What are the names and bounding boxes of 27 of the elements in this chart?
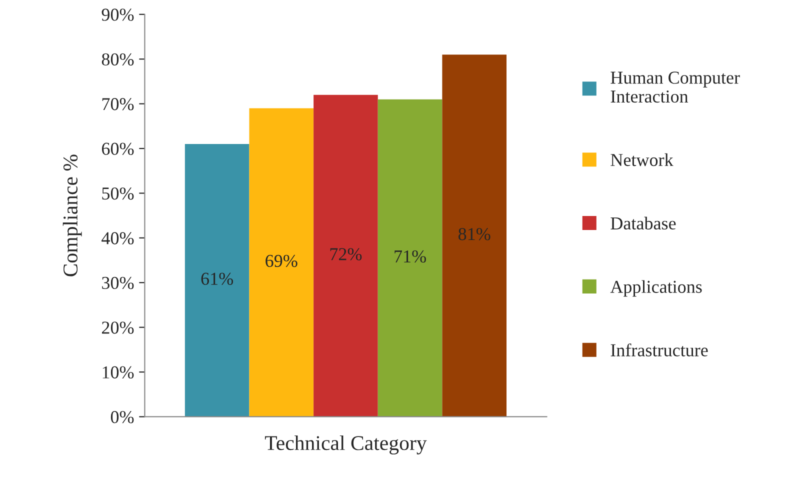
legend-label: Human Computer Interaction [610, 72, 740, 103]
data-label: 72% [330, 248, 362, 260]
bar [442, 54, 507, 417]
y-tick-label: 60% [102, 142, 134, 155]
y-tick-label: 20% [102, 322, 134, 334]
bar [314, 94, 378, 417]
y-tick-label: 90% [102, 8, 134, 21]
y-tick-label: 40% [102, 232, 134, 244]
legend-label: Infrastructure [610, 343, 708, 356]
data-label: 81% [458, 228, 490, 240]
legend-label: Applications [610, 280, 702, 297]
y-tick-label: 50% [102, 187, 134, 200]
bar [378, 99, 442, 417]
bar [249, 108, 314, 417]
data-label: 61% [201, 272, 234, 285]
data-label: 71% [394, 250, 426, 263]
y-tick-label: 70% [102, 98, 134, 110]
y-axis-title: Compliance % [62, 154, 82, 276]
y-tick-label: 10% [102, 366, 134, 379]
legend-label: Network [610, 153, 674, 166]
legend-label: Database [610, 216, 676, 230]
data-label: 69% [266, 254, 298, 268]
y-tick-label: 0% [110, 410, 134, 424]
y-tick-label: 80% [102, 53, 134, 66]
y-tick-label: 30% [102, 276, 134, 290]
bar [184, 144, 250, 417]
x-axis-title: Technical Category [264, 435, 427, 454]
